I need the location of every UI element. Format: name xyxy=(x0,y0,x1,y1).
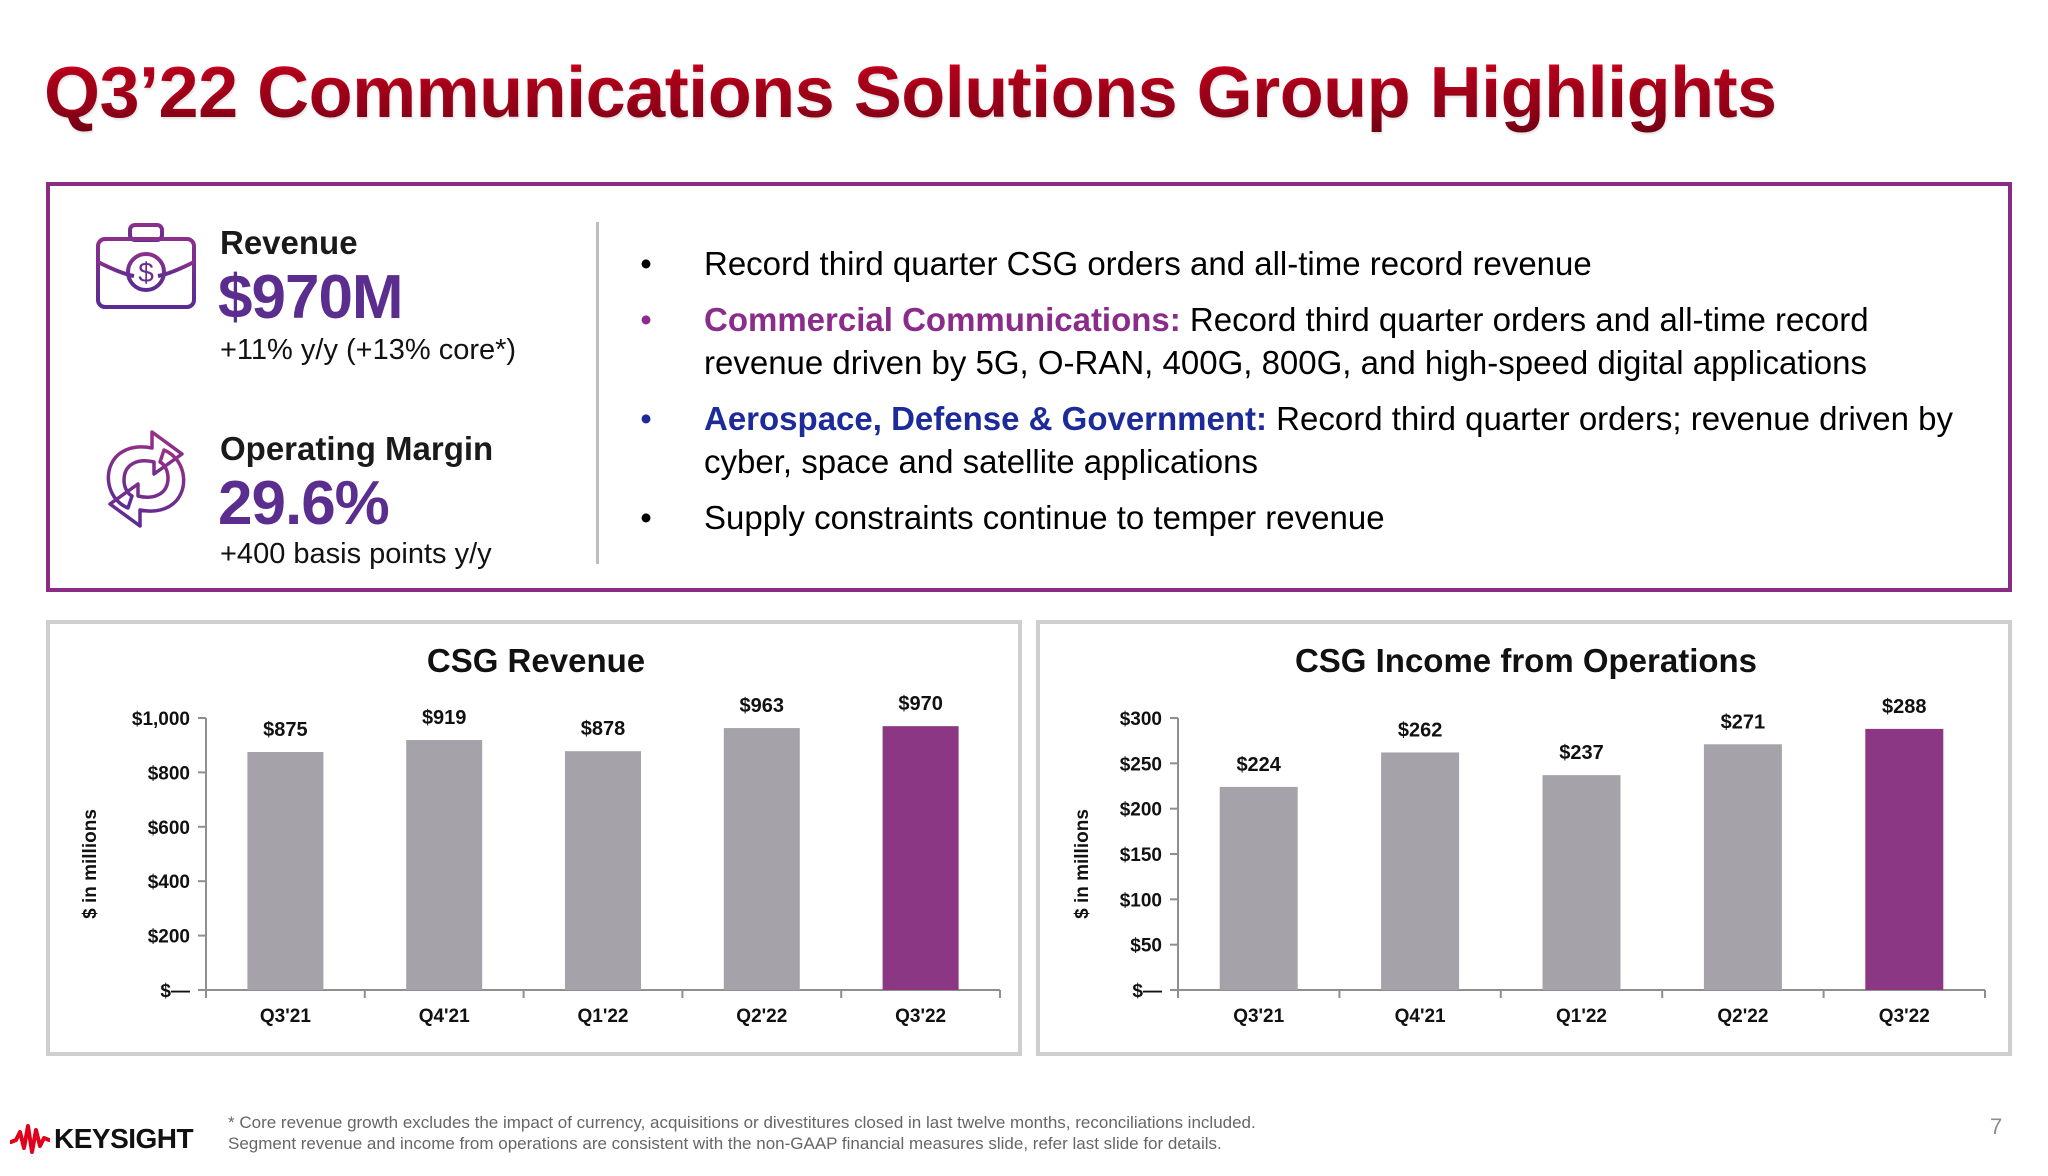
operating-margin-label: Operating Margin xyxy=(220,430,494,467)
bullet-dot: • xyxy=(640,400,652,437)
bullet-text: Record third quarter orders; revenue dri… xyxy=(704,400,1954,480)
x-tick-label: Q3'22 xyxy=(895,1006,946,1027)
bar xyxy=(406,740,483,990)
bullet-text: Record third quarter CSG orders and all-… xyxy=(704,245,1592,282)
chart-title: CSG Income from Operations xyxy=(1295,642,1757,679)
page-number: 7 xyxy=(1990,1114,2003,1139)
bar xyxy=(723,728,800,990)
data-label: $224 xyxy=(1236,754,1281,776)
operating-margin-change: +400 basis points y/y xyxy=(220,538,492,570)
slide-title: Q3’22 Communications Solutions Group Hig… xyxy=(44,53,1777,133)
footnote-line-1: * Core revenue growth excludes the impac… xyxy=(228,1113,1256,1132)
y-tick-label: $200 xyxy=(148,927,190,948)
footnote: * Core revenue growth excludes the impac… xyxy=(228,1112,1256,1154)
chart-title: CSG Revenue xyxy=(427,642,645,679)
y-tick-label: $— xyxy=(1132,981,1162,1002)
bullet-dot: • xyxy=(640,245,652,282)
vertical-divider xyxy=(596,222,599,564)
x-tick-label: Q3'21 xyxy=(1233,1006,1284,1027)
y-tick-label: $400 xyxy=(148,872,190,893)
bar xyxy=(1865,728,1944,990)
income-chart-panel: CSG Income from Operations $ in millions $… xyxy=(1036,620,2012,1056)
bar xyxy=(565,751,641,990)
revenue-chart-panel: CSG Revenue $ in millions $— $200 $400 $600 $8… xyxy=(46,620,1022,1056)
data-label: $288 xyxy=(1882,696,1927,718)
bullet-text: Record third quarter orders and all-time… xyxy=(704,301,1869,381)
data-label: $970 xyxy=(898,693,943,715)
data-label: $875 xyxy=(263,719,308,741)
bullet-text: Supply constraints continue to temper re… xyxy=(704,499,1385,536)
bullet-lead: Aerospace, Defense & Government: xyxy=(704,400,1268,437)
operating-margin-value: 29.6% xyxy=(218,469,390,538)
data-label: $262 xyxy=(1398,719,1443,741)
x-tick-label: Q1'22 xyxy=(1556,1006,1607,1027)
keysight-wave-icon xyxy=(10,1124,50,1154)
bar xyxy=(1381,752,1460,990)
data-label: $271 xyxy=(1721,711,1766,733)
refresh-arrows-icon xyxy=(98,424,194,539)
y-axis-label: $ in millions xyxy=(80,809,101,919)
highlights-box: $ Revenue $970M +11% y/y (+13% core*) Op… xyxy=(46,182,2012,592)
x-tick-label: Q2'22 xyxy=(736,1006,787,1027)
bar xyxy=(247,752,324,990)
data-label: $919 xyxy=(422,707,467,729)
y-tick-label: $— xyxy=(160,981,190,1002)
data-label: $237 xyxy=(1559,742,1604,764)
income-chart: CSG Income from Operations $ in millions $… xyxy=(1072,642,1986,1027)
footnote-line-2: Segment revenue and income from operatio… xyxy=(228,1134,1222,1153)
y-tick-label: $1,000 xyxy=(132,709,190,730)
data-label: $878 xyxy=(581,718,626,740)
y-tick-label: $150 xyxy=(1120,845,1162,866)
x-tick-label: Q1'22 xyxy=(578,1006,629,1027)
keysight-logo: KEYSIGHT xyxy=(10,1122,194,1156)
y-tick-label: $300 xyxy=(1120,709,1162,730)
y-tick-label: $800 xyxy=(148,763,190,784)
bar xyxy=(1542,775,1621,990)
y-tick-label: $250 xyxy=(1120,754,1162,775)
bullet-item: • Supply constraints continue to temper … xyxy=(636,496,1986,539)
bullet-item: • Record third quarter CSG orders and al… xyxy=(636,242,1986,285)
y-tick-label: $50 xyxy=(1130,936,1162,957)
x-tick-label: Q4'21 xyxy=(419,1006,470,1027)
svg-text:$: $ xyxy=(138,257,154,288)
data-label: $963 xyxy=(740,695,785,717)
bullet-dot: • xyxy=(640,301,652,338)
highlight-bullets: • Record third quarter CSG orders and al… xyxy=(636,242,1986,552)
y-tick-label: $600 xyxy=(148,818,190,839)
briefcase-dollar-icon: $ xyxy=(94,222,198,317)
bullet-dot: • xyxy=(640,499,652,536)
bar xyxy=(882,726,959,990)
bar xyxy=(1703,744,1782,990)
revenue-value: $970M xyxy=(218,263,404,332)
y-tick-label: $100 xyxy=(1120,890,1162,911)
bar xyxy=(1219,786,1298,990)
bullet-item: • Aerospace, Defense & Government: Recor… xyxy=(636,397,1986,483)
revenue-chart: CSG Revenue $ in millions $— $200 $400 $600 $8… xyxy=(80,642,1001,1027)
x-tick-label: Q3'22 xyxy=(1879,1006,1930,1027)
y-axis-label: $ in millions xyxy=(1072,809,1093,919)
logo-text: KEYSIGHT xyxy=(54,1123,194,1154)
bullet-lead: Commercial Communications: xyxy=(704,301,1181,338)
x-tick-label: Q4'21 xyxy=(1395,1006,1446,1027)
y-tick-label: $200 xyxy=(1120,800,1162,821)
x-tick-label: Q2'22 xyxy=(1717,1006,1768,1027)
x-tick-label: Q3'21 xyxy=(260,1006,311,1027)
revenue-growth: +11% y/y (+13% core*) xyxy=(220,334,517,366)
bullet-item: • Commercial Communications: Record thir… xyxy=(636,298,1986,384)
revenue-label: Revenue xyxy=(220,224,358,261)
